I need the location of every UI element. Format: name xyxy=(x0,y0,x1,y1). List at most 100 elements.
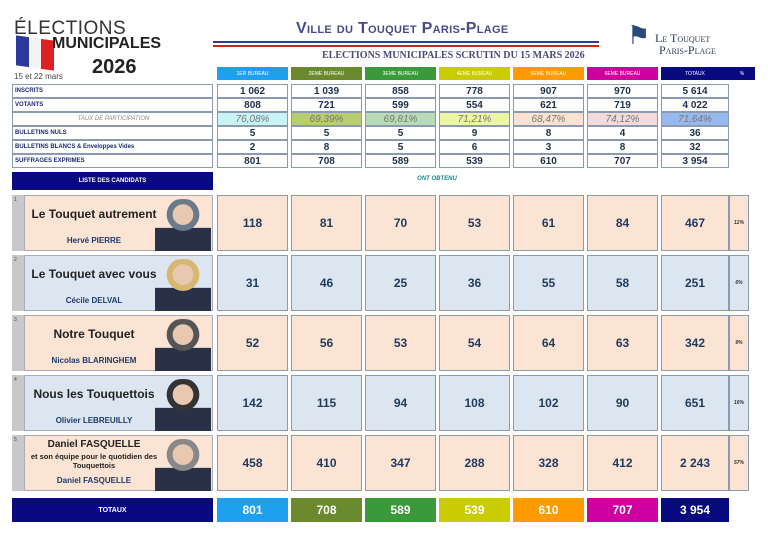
total-votes: 708 xyxy=(291,498,362,522)
candidate-votes: 412 xyxy=(587,435,658,491)
stat-value: 599 xyxy=(365,98,436,112)
stat-value: 32 xyxy=(661,140,729,154)
stat-value: 801 xyxy=(217,154,288,168)
candidate-photo xyxy=(155,259,211,311)
candidate-photo xyxy=(155,199,211,251)
stat-value: 71,64% xyxy=(661,112,729,126)
stat-value: 621 xyxy=(513,98,584,112)
candidate-list-name: Daniel FASQUELLE xyxy=(47,439,141,450)
stat-value: 554 xyxy=(439,98,510,112)
candidate-head: Olivier LEBREUILLY xyxy=(55,416,133,425)
candidate-percentage: 9% xyxy=(729,315,749,371)
stat-value: 808 xyxy=(217,98,288,112)
list-header: LISTE DES CANDIDATS xyxy=(12,172,213,190)
candidate-list-name: Notre Touquet xyxy=(53,327,135,341)
page-title: Ville du Touquet Paris-Plage xyxy=(296,20,509,37)
stat-value: 6 xyxy=(439,140,510,154)
stat-value: 3 954 xyxy=(661,154,729,168)
column-header: 4EME BUREAU xyxy=(439,67,510,80)
candidate-list-name: Le Touquet avec vous xyxy=(31,267,157,281)
candidate-votes: 46 xyxy=(291,255,362,311)
stat-label: TAUX DE PARTICIPATION xyxy=(12,112,213,126)
candidate-votes: 61 xyxy=(513,195,584,251)
column-header: 6EME BUREAU xyxy=(587,67,658,80)
candidate-votes: 81 xyxy=(291,195,362,251)
candidate-head: Daniel FASQUELLE xyxy=(56,476,132,485)
candidate-list-name: Nous les Touquettois xyxy=(33,387,155,401)
stat-value: 76,08% xyxy=(217,112,288,126)
candidate-number-bar: 5 xyxy=(12,435,24,491)
tricolor-divider xyxy=(213,41,599,47)
brand-logo: Le Touquet Paris-Plage xyxy=(655,32,716,56)
candidate-head: Nicolas BLARINGHEM xyxy=(51,356,137,365)
candidate-votes: 84 xyxy=(587,195,658,251)
stat-label: SUFFRAGES EXPRIMES xyxy=(12,154,213,168)
stat-value: 858 xyxy=(365,84,436,98)
stat-value: 5 xyxy=(217,126,288,140)
candidate-votes: 70 xyxy=(365,195,436,251)
candidate-votes: 63 xyxy=(587,315,658,371)
candidate-votes: 651 xyxy=(661,375,729,431)
stat-value: 74,12% xyxy=(587,112,658,126)
candidate-photo xyxy=(155,319,211,371)
column-header: 1ER BUREAU xyxy=(217,67,288,80)
totals-label: TOTAUX xyxy=(12,498,213,522)
stat-label: BULLETINS BLANCS & Enveloppes Vides xyxy=(12,140,213,154)
candidate-votes: 56 xyxy=(291,315,362,371)
logo-municipales: MUNICIPALES xyxy=(52,35,162,52)
candidate-votes: 31 xyxy=(217,255,288,311)
candidate-votes: 36 xyxy=(439,255,510,311)
candidate-votes: 58 xyxy=(587,255,658,311)
candidate-votes: 53 xyxy=(365,315,436,371)
candidate-number-bar: 4 xyxy=(12,375,24,431)
candidate-votes: 90 xyxy=(587,375,658,431)
stat-value: 708 xyxy=(291,154,362,168)
candidate-votes: 458 xyxy=(217,435,288,491)
total-votes: 801 xyxy=(217,498,288,522)
candidate-head: Cécile DELVAL xyxy=(65,296,123,305)
candidate-votes: 55 xyxy=(513,255,584,311)
candidate-number-bar: 3 xyxy=(12,315,24,371)
stat-value: 71,21% xyxy=(439,112,510,126)
stat-value: 4 022 xyxy=(661,98,729,112)
logo-dates: 15 et 22 mars xyxy=(14,72,63,81)
stat-label: VOTANTS xyxy=(12,98,213,112)
stat-value: 68,47% xyxy=(513,112,584,126)
candidate-photo xyxy=(155,439,211,491)
candidate-votes: 342 xyxy=(661,315,729,371)
stat-value: 36 xyxy=(661,126,729,140)
stat-value: 4 xyxy=(587,126,658,140)
candidate-percentage: 57% xyxy=(729,435,749,491)
brand-line1: Le Touquet xyxy=(655,31,711,45)
candidate-number-bar: 2 xyxy=(12,255,24,311)
candidate-votes: 25 xyxy=(365,255,436,311)
candidate-votes: 64 xyxy=(513,315,584,371)
candidate-votes: 410 xyxy=(291,435,362,491)
column-header: 2EME BUREAU xyxy=(291,67,362,80)
candidate-votes: 288 xyxy=(439,435,510,491)
stat-value: 1 039 xyxy=(291,84,362,98)
total-votes: 707 xyxy=(587,498,658,522)
stat-value: 3 xyxy=(513,140,584,154)
stat-value: 1 062 xyxy=(217,84,288,98)
stat-value: 970 xyxy=(587,84,658,98)
candidate-photo xyxy=(155,379,211,431)
stat-value: 5 xyxy=(365,126,436,140)
brand-figure-icon: ⚑ xyxy=(627,20,651,50)
column-header: 3EME BUREAU xyxy=(365,67,436,80)
candidate-votes: 94 xyxy=(365,375,436,431)
candidate-list-name-2: et son équipe pour le quotidien des Touq… xyxy=(30,452,158,470)
ont-obtenu-label: ONT OBTENU xyxy=(417,176,457,182)
brand-line2: Paris-Plage xyxy=(659,43,716,57)
stat-value: 69,39% xyxy=(291,112,362,126)
logo-elections: ÉLECTIONS xyxy=(14,18,127,39)
candidate-head: Hervé PIERRE xyxy=(66,236,122,245)
candidate-percentage: 6% xyxy=(729,255,749,311)
column-header: TOTAUX xyxy=(661,67,729,80)
total-votes: 3 954 xyxy=(661,498,729,522)
candidate-votes: 142 xyxy=(217,375,288,431)
stat-value: 5 614 xyxy=(661,84,729,98)
candidate-votes: 53 xyxy=(439,195,510,251)
stat-value: 778 xyxy=(439,84,510,98)
page-subtitle: ELECTIONS MUNICIPALES SCRUTIN DU 15 MARS… xyxy=(322,50,585,61)
